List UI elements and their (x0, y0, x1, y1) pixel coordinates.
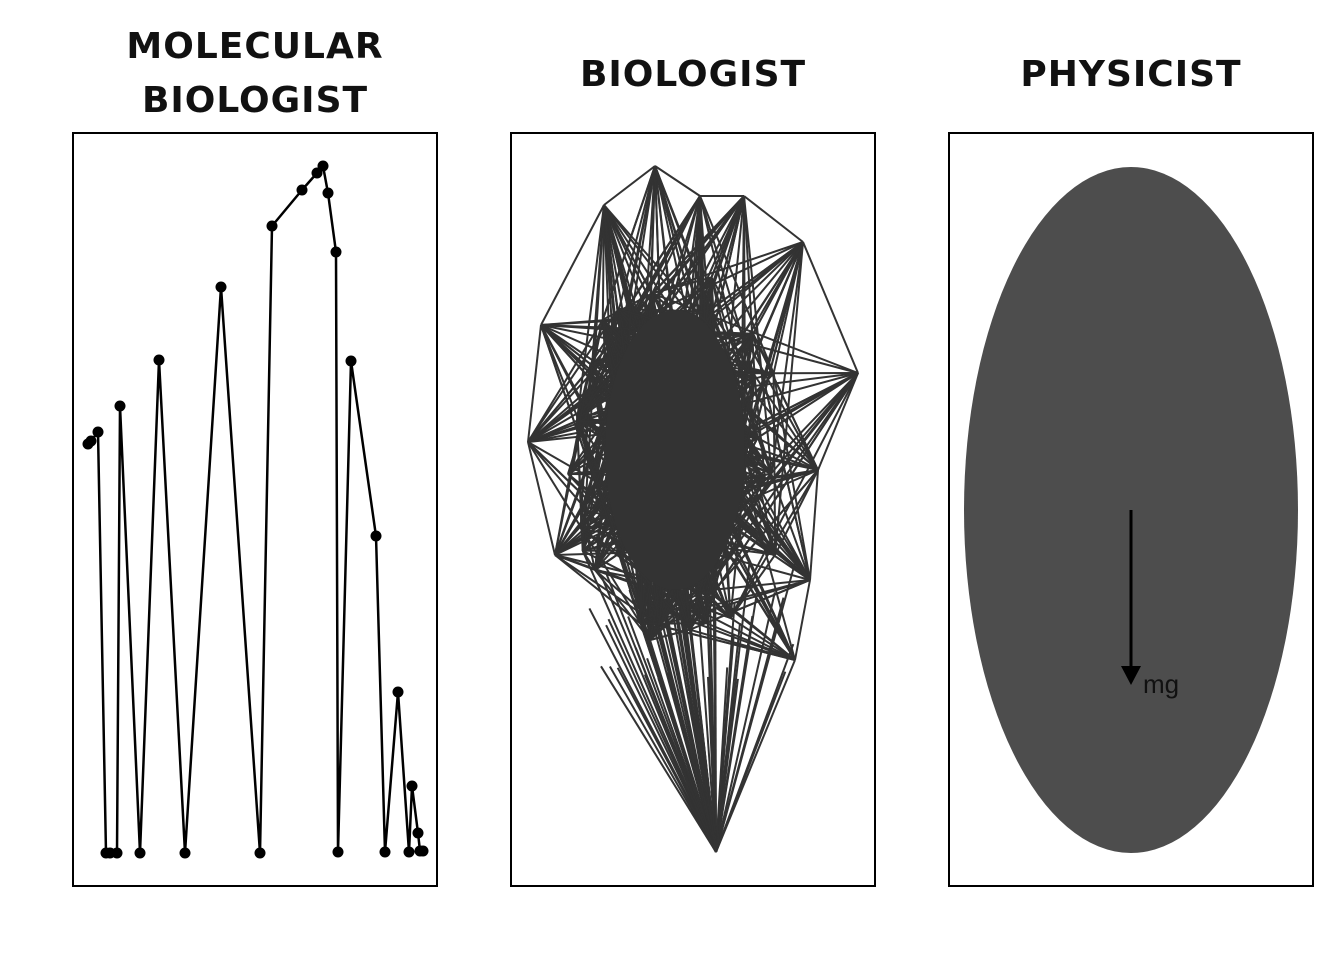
network-edge (527, 420, 578, 443)
network-edge (710, 195, 745, 278)
chain-bead (412, 827, 424, 839)
panel-title-line-2: BIOLOGIST (142, 80, 368, 121)
network-edge (600, 665, 717, 853)
network-edge (594, 569, 660, 627)
network-edge (729, 617, 796, 661)
network-edge (616, 667, 717, 853)
chain-bead (85, 435, 97, 447)
network-edge (710, 277, 777, 555)
network-edge (817, 372, 859, 471)
network-edge (540, 204, 605, 326)
chain-bead (370, 530, 382, 542)
network-edge (729, 466, 747, 618)
panel-molecular-biologist: MOLECULAR BIOLOGIST (72, 26, 438, 887)
network-edge (794, 579, 811, 661)
network-edge (527, 324, 542, 443)
panel-frame (72, 132, 438, 887)
network-edge (752, 333, 775, 374)
network-edge (715, 667, 729, 853)
chain-bead (134, 847, 146, 859)
network-edge (615, 527, 641, 603)
network-edge (639, 623, 717, 853)
network-edge (802, 241, 859, 374)
chain-bead (114, 400, 126, 412)
panel-title-line-1: MOLECULAR (126, 26, 383, 67)
chain-bead (179, 847, 191, 859)
panel-title: BIOLOGIST (580, 54, 806, 95)
network-edge (576, 195, 745, 420)
interaction-network-web (527, 165, 859, 853)
chain-bead (345, 355, 357, 367)
chain-bead (111, 847, 123, 859)
polymer-chain-beads (82, 160, 429, 859)
chain-bead (317, 160, 329, 172)
network-edge (540, 324, 592, 365)
network-edge (743, 195, 756, 378)
network-edge (714, 549, 732, 619)
network-edge (554, 364, 592, 556)
chain-bead (296, 184, 308, 196)
network-edge (728, 469, 819, 510)
network-edge (554, 554, 642, 625)
panel-physicist: PHYSICIST mg (948, 54, 1314, 887)
network-edge (575, 204, 605, 422)
network-edge (711, 469, 819, 594)
chain-bead (332, 846, 344, 858)
chain-bead (406, 780, 418, 792)
chain-bead (322, 187, 334, 199)
network-edge (527, 319, 604, 443)
network-edge (658, 625, 717, 853)
force-label: mg (1143, 669, 1179, 699)
network-edge (774, 241, 804, 555)
network-edge (603, 204, 756, 379)
network-edge (609, 666, 717, 853)
network-dense-core (605, 310, 745, 590)
chain-bead (254, 847, 266, 859)
network-edge (580, 204, 605, 510)
network-edge (809, 469, 819, 581)
network-edge (772, 373, 777, 555)
network-edge (640, 622, 707, 625)
chain-bead (266, 220, 278, 232)
chain-bead (153, 354, 165, 366)
chain-bead (392, 686, 404, 698)
network-edge (643, 674, 717, 853)
chain-bead (417, 845, 429, 857)
network-edge (601, 204, 605, 320)
network-edge (715, 615, 754, 853)
down-arrow-icon (1121, 510, 1141, 685)
network-edge (753, 377, 766, 479)
chain-bead (92, 426, 104, 438)
network-edge (603, 165, 656, 206)
network-edge (752, 333, 811, 581)
chain-bead (403, 846, 415, 858)
chain-bead (379, 846, 391, 858)
network-edge (581, 550, 717, 853)
polymer-chain-line (87, 164, 423, 855)
network-edge (575, 420, 642, 625)
network-edge (527, 441, 556, 556)
network-edge (699, 195, 775, 374)
chain-bead (215, 281, 227, 293)
panel-biologist: BIOLOGIST (510, 54, 876, 887)
panel-frame (948, 132, 1314, 887)
network-edge (705, 579, 811, 624)
chain-bead (330, 246, 342, 258)
panel-title: PHYSICIST (1020, 54, 1241, 95)
network-edge (704, 579, 811, 592)
network-edge (774, 469, 819, 556)
network-edge (651, 292, 859, 374)
network-edge (715, 671, 787, 853)
network-edge (654, 165, 701, 197)
panel-frame (510, 132, 876, 887)
network-edge (651, 195, 701, 294)
network-edge (743, 195, 804, 243)
network-edge (576, 418, 651, 641)
